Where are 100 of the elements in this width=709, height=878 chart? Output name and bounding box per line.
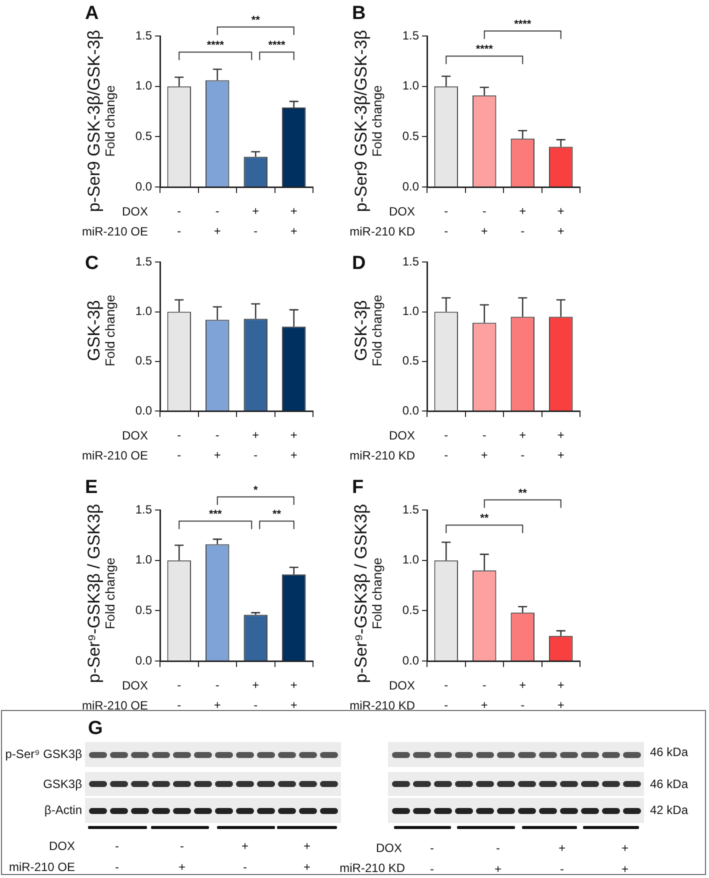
x-tick-label: - + [480,204,488,238]
category-label: + + [621,841,628,876]
x-tick-label: - + [214,678,221,712]
text: miR-210 OE [82,698,148,712]
y-tick-label: 0.0 [135,653,152,668]
category-label: + + [302,839,312,874]
y-tick-label: 1.5 [402,502,420,516]
x-tick-label: - - [177,678,182,712]
text: G [88,718,103,739]
y-tick-label: 0.0 [402,403,420,418]
y-tick-label: 1.0 [402,304,420,318]
text: p-Ser⁹ GSK3β [4,747,82,761]
x-tick-label: + + [290,678,298,712]
text: DOX [48,839,75,853]
annotation: **** [206,40,225,52]
text: DOX [122,428,148,442]
text: * [253,484,258,496]
text: ** [518,487,528,500]
chart-title: E [85,477,98,498]
text: miR-210 KD [350,698,416,712]
y-tick-label: 0.5 [135,602,152,617]
category-label: - - [430,841,434,876]
annotation: ** [272,508,282,521]
y-tick-label: 0.0 [135,179,152,194]
y-axis-title: p-Ser⁹-GSK3β / GSK3β Fold change [352,504,385,683]
x-tick-label: - + [214,428,221,462]
y-axis-title: GSK-3β Fold change [84,294,118,366]
chart-title: C [85,253,99,274]
y-tick-label: 1.5 [135,254,152,269]
y-tick-label: 1.0 [402,78,420,93]
x-tick-label: - - [177,428,182,462]
x-tick-label: + + [557,678,564,712]
category-label: - + [177,839,186,874]
chart-title: A [85,3,99,24]
x-tick-label: + - [252,428,260,462]
x-tick-label: - - [444,678,448,712]
x-tick-label: - - [444,204,448,238]
text: miR-210 OE [82,448,148,462]
text: miR-210 OE [82,224,148,238]
text: ** [251,14,261,26]
y-tick-label: 0.0 [402,179,420,194]
text: DOX [374,841,402,855]
text: DOX [388,678,415,692]
text: miR-210 KD [350,448,416,462]
y-tick-label: 0.5 [135,128,152,143]
x-tick-label: + - [252,678,260,712]
y-axis-title: p-Ser9 GSK-3β/GSK-3β Fold change [84,30,118,212]
text: 46 kDa [650,777,688,791]
y-tick-label: 0.5 [135,354,152,368]
y-tick-label: 1.5 [135,28,152,42]
x-tick-label: + - [519,428,526,462]
x-tick-label: + + [290,204,298,238]
text: GSK3β [42,777,82,791]
y-tick-label: 0.5 [402,602,420,617]
text: DOX [122,204,148,218]
chart-title: B [352,3,366,24]
x-tick-label: - - [177,204,182,238]
x-tick-label: - - [444,428,448,462]
x-tick-label: + + [290,428,298,462]
category-label: - - [114,839,120,874]
x-tick-label: + - [519,204,526,238]
text: miR-210 KD [350,224,416,238]
x-tick-label: - + [214,204,221,238]
chart-title: D [352,253,366,274]
chart-title: F [352,477,364,498]
text: miR-210 KD [338,861,405,875]
annotation: *** [208,508,223,521]
annotation: **** [268,40,286,52]
x-tick-label: + - [252,204,260,238]
y-tick-label: 1.5 [135,502,152,516]
y-tick-label: 0.5 [402,354,420,368]
y-axis-title: GSK-3β Fold change [352,294,385,366]
text: **** [514,18,532,30]
text: DOX [122,678,148,692]
y-tick-label: 1.5 [402,254,420,269]
category-label: - + [494,841,502,876]
x-tick-label: + + [557,428,564,462]
text: miR-210 OE [8,860,75,874]
y-tick-label: 1.0 [402,552,420,567]
y-tick-label: 1.5 [402,28,420,42]
y-axis-title: p-Ser⁹-GSK3β / GSK3β Fold change [84,504,118,683]
x-tick-label: - + [480,678,488,712]
text: DOX [388,204,415,218]
text: DOX [388,428,415,442]
text: 46 kDa [650,745,688,759]
annotation: ** [480,512,490,525]
x-tick-label: + + [557,204,564,238]
y-tick-label: 0.0 [135,403,152,418]
y-tick-label: 1.0 [135,304,152,318]
y-tick-label: 1.0 [135,78,152,93]
y-tick-label: 1.0 [135,552,152,567]
text: 42 kDa [650,803,688,817]
y-tick-label: 0.5 [402,128,420,143]
category-label: + - [558,841,566,876]
y-axis-title: p-Ser9 GSK-3β/GSK-3β Fold change [352,30,385,212]
text: β-Actin [43,803,82,817]
category-label: + - [240,839,250,874]
annotation: **** [476,44,494,56]
x-tick-label: + - [519,678,526,712]
y-tick-label: 0.0 [402,653,420,668]
